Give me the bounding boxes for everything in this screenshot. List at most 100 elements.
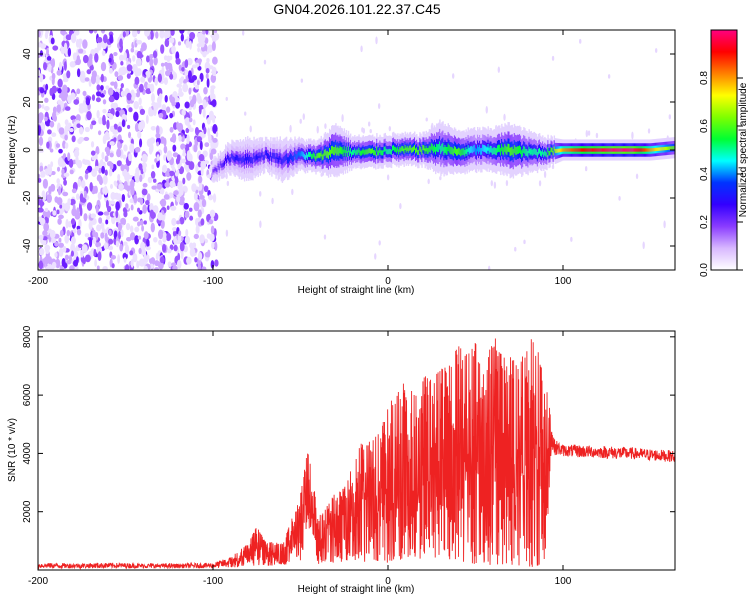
noise-speckle xyxy=(117,141,121,150)
ridge-core xyxy=(606,148,608,152)
noise-speckle xyxy=(42,122,46,132)
noise-speckle xyxy=(51,72,56,80)
ridge-core xyxy=(372,147,374,153)
noise-speckle xyxy=(109,34,114,44)
faint-speckle xyxy=(584,166,588,172)
ridge-core xyxy=(547,147,549,153)
noise-speckle xyxy=(95,204,99,214)
noise-speckle xyxy=(157,229,164,240)
noise-speckle xyxy=(188,153,193,162)
noise-speckle xyxy=(65,34,72,41)
ridge-core xyxy=(424,148,426,154)
noise-speckle xyxy=(189,95,193,101)
ridge-core xyxy=(264,150,267,156)
ridge-core xyxy=(376,146,378,152)
noise-speckle xyxy=(82,158,86,165)
ridge-core xyxy=(458,147,460,155)
ridge-core xyxy=(489,145,491,153)
faint-speckle xyxy=(487,265,491,270)
noise-speckle xyxy=(158,112,164,119)
noise-speckle xyxy=(145,88,152,95)
noise-speckle xyxy=(203,86,208,95)
y-tick-label: 40 xyxy=(22,48,33,60)
ridge-core xyxy=(363,150,365,156)
ridge-core xyxy=(512,148,515,158)
ridge-core xyxy=(671,146,673,150)
noise-speckle xyxy=(61,257,66,267)
faint-speckle xyxy=(439,176,442,181)
noise-speckle xyxy=(211,66,217,77)
ridge-core xyxy=(552,151,554,156)
noise-speckle xyxy=(57,218,62,225)
ridge-core xyxy=(395,146,397,152)
ridge-core xyxy=(540,150,542,156)
snr-panel: -200 -100 0 100 2000 4000 6000 8000 Height of s… xyxy=(7,325,676,595)
noise-speckle xyxy=(135,178,140,183)
ridge-core xyxy=(611,148,613,152)
noise-speckle xyxy=(84,254,91,263)
ridge-core xyxy=(232,154,234,160)
ridge-core xyxy=(383,146,385,152)
ridge-core xyxy=(464,149,466,157)
ridge-core xyxy=(584,148,586,152)
noise-speckle xyxy=(139,220,144,226)
ridge-core xyxy=(633,148,635,152)
ridge-core xyxy=(242,155,245,163)
ridge-core xyxy=(215,167,217,172)
noise-speckle xyxy=(49,87,54,97)
noise-speckle xyxy=(200,218,205,226)
ridge-core xyxy=(315,156,317,162)
ridge-core xyxy=(453,145,456,154)
noise-speckle xyxy=(160,62,165,67)
noise-speckle xyxy=(141,153,148,163)
ridge-core xyxy=(320,150,322,157)
faint-speckle xyxy=(399,203,402,210)
ridge-core xyxy=(456,148,458,156)
noise-speckle xyxy=(173,190,179,196)
noise-speckle xyxy=(121,113,127,122)
noise-speckle xyxy=(57,186,62,196)
noise-speckle xyxy=(123,210,128,218)
noise-speckle xyxy=(39,87,45,94)
ridge-core xyxy=(467,145,469,152)
noise-speckle xyxy=(120,164,125,172)
noise-speckle xyxy=(196,80,200,86)
ridge-core xyxy=(441,144,443,153)
noise-speckle xyxy=(139,138,143,148)
faint-speckle xyxy=(300,78,304,83)
faint-speckle xyxy=(259,190,262,197)
ridge-core xyxy=(509,147,511,157)
noise-speckle xyxy=(182,83,189,93)
noise-speckle xyxy=(175,57,181,65)
ridge-core xyxy=(442,142,444,151)
noise-speckle xyxy=(180,33,184,42)
ridge-core xyxy=(263,154,266,160)
ridge-core xyxy=(591,148,593,152)
ridge-core xyxy=(537,148,540,155)
noise-speckle xyxy=(60,100,65,110)
noise-speckle xyxy=(69,127,74,133)
ridge-core xyxy=(459,148,461,155)
noise-speckle xyxy=(203,160,210,165)
ridge-core xyxy=(365,149,368,155)
noise-speckle xyxy=(181,109,186,116)
noise-speckle xyxy=(134,70,139,77)
noise-speckle xyxy=(42,178,49,189)
ridge-core xyxy=(450,146,453,155)
noise-speckle xyxy=(82,90,87,96)
ridge-core xyxy=(247,153,249,161)
noise-speckle xyxy=(151,164,155,170)
ridge-core xyxy=(250,156,252,164)
ridge-core xyxy=(255,154,257,161)
ridge-core xyxy=(293,155,295,162)
noise-speckle xyxy=(143,231,149,240)
noise-speckle xyxy=(163,137,167,147)
noise-speckle xyxy=(169,67,173,73)
faint-speckle xyxy=(302,113,305,120)
noise-speckle xyxy=(130,179,135,189)
ridge-core xyxy=(648,148,650,152)
faint-speckle xyxy=(225,96,228,101)
faint-speckle xyxy=(587,130,591,136)
ridge-core xyxy=(274,153,276,160)
noise-speckle xyxy=(196,136,203,143)
